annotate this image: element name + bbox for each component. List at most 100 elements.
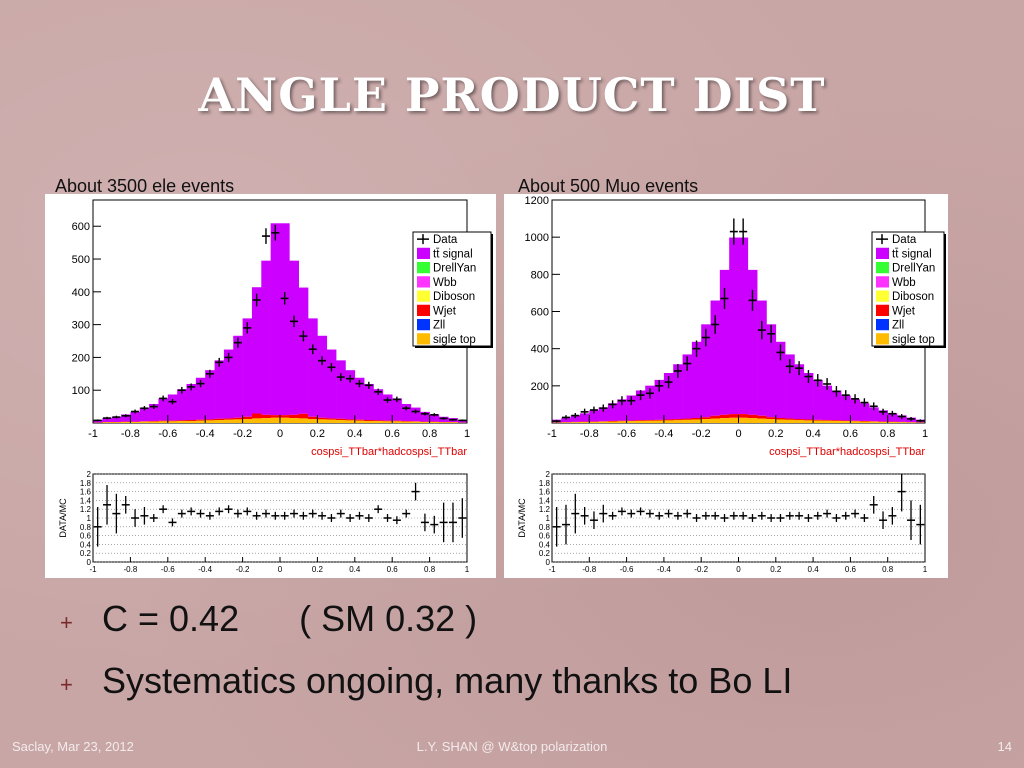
ratio-x-tick-label: 0.4	[349, 565, 361, 574]
sigletop-bar	[719, 418, 730, 423]
signal-bar	[317, 335, 328, 418]
x-tick-label: -0.4	[196, 428, 215, 440]
ratio-y-axis-label: DATA/MC	[58, 498, 68, 538]
wjet-bar	[859, 420, 870, 422]
sigletop-bar	[149, 421, 159, 423]
bullet-marker: +	[60, 672, 73, 697]
signal-bar	[869, 407, 879, 422]
signal-bar	[822, 385, 833, 421]
x-tick-label: 0.8	[880, 428, 895, 440]
sigletop-bar	[710, 418, 721, 423]
bullet-text: C = 0.42 ( SM 0.32 )	[102, 598, 478, 639]
ratio-x-tick-label: 0.8	[882, 565, 894, 574]
signal-bar	[270, 223, 281, 416]
wjet-bar	[289, 414, 299, 419]
wjet-bar	[794, 419, 805, 421]
signal-bar	[729, 237, 739, 415]
ratio-x-tick-label: -0.8	[582, 565, 596, 574]
sigletop-bar	[785, 419, 795, 423]
wjet-bar	[626, 420, 637, 422]
signal-bar	[93, 420, 103, 423]
signal-bar	[878, 410, 888, 422]
x-tick-label: 1	[464, 428, 470, 440]
x-tick-label: 0.4	[347, 428, 362, 440]
sigletop-bar	[766, 419, 777, 423]
wjet-bar	[223, 418, 234, 420]
signal-bar	[280, 223, 290, 416]
signal-bar	[336, 360, 346, 419]
y-tick-label: 400	[531, 344, 549, 356]
x-tick-label: -0.2	[692, 428, 711, 440]
sigletop-bar	[308, 419, 318, 423]
ratio-y-tick-label: 0.2	[80, 549, 92, 558]
sigletop-bar	[223, 419, 234, 423]
sigletop-bar	[850, 421, 861, 423]
wjet-bar	[280, 415, 290, 418]
wjet-bar	[392, 420, 402, 422]
y-tick-label: 100	[72, 385, 90, 397]
signal-bar	[785, 354, 795, 419]
sigletop-bar	[289, 418, 299, 423]
signal-bar	[887, 413, 898, 422]
sigletop-bar	[270, 417, 281, 423]
legend-swatch	[417, 276, 430, 288]
wjet-bar	[841, 420, 851, 422]
sigletop-bar	[757, 418, 767, 423]
ratio-x-tick-label: 1	[923, 565, 928, 574]
y-tick-label: 1200	[525, 195, 549, 207]
signal-bar	[205, 370, 215, 420]
x-tick-label: -0.2	[233, 428, 252, 440]
sigletop-bar	[626, 421, 637, 423]
bullet-item-systematics: + Systematics ongoing, many thanks to Bo…	[60, 660, 1000, 722]
sigletop-bar	[859, 421, 870, 423]
x-axis-label: cospsi_TTbar*hadcospsi_TTbar	[311, 446, 467, 458]
ratio-x-tick-label: -0.4	[198, 565, 212, 574]
legend-swatch	[876, 262, 889, 274]
legend-swatch	[417, 247, 430, 259]
signal-bar	[701, 324, 711, 418]
sigletop-bar	[906, 422, 916, 423]
signal-bar	[121, 414, 131, 422]
ratio-y-tick-label: 0	[546, 558, 551, 567]
signal-bar	[813, 379, 823, 420]
sigletop-bar	[205, 420, 215, 423]
signal-bar	[392, 398, 402, 421]
sigletop-bar	[298, 418, 309, 423]
y-tick-label: 600	[531, 307, 549, 319]
ratio-x-tick-label: -0.6	[161, 565, 175, 574]
ratio-y-axis-label: DATA/MC	[517, 498, 527, 538]
sigletop-bar	[429, 422, 440, 423]
sigletop-bar	[813, 420, 823, 423]
wjet-bar	[158, 420, 169, 422]
wjet-bar	[729, 414, 739, 418]
bullet-list: + C = 0.42 ( SM 0.32 ) + Systematics ong…	[60, 598, 1000, 722]
sigletop-bar	[233, 419, 243, 423]
ratio-y-tick-label: 1.6	[539, 488, 551, 497]
ratio-x-tick-label: -1	[89, 565, 97, 574]
signal-bar	[177, 389, 187, 421]
wjet-bar	[701, 417, 711, 420]
ratio-y-tick-label: 1.6	[80, 488, 92, 497]
sigletop-bar	[420, 422, 430, 423]
wjet-bar	[298, 413, 309, 419]
sigletop-bar	[364, 421, 374, 423]
sigletop-bar	[803, 420, 814, 423]
wjet-bar	[663, 419, 674, 421]
sigletop-bar	[691, 419, 702, 423]
sigletop-bar	[177, 421, 187, 423]
left-chart-caption: About 3500 ele events	[55, 176, 235, 196]
sigletop-bar	[645, 420, 655, 423]
x-tick-label: 0.6	[843, 428, 858, 440]
signal-bar	[589, 410, 599, 422]
wjet-bar	[308, 416, 318, 420]
legend-label: Diboson	[433, 291, 475, 303]
sigletop-bar	[794, 420, 805, 423]
ratio-y-tick-label: 1.2	[80, 505, 92, 514]
ratio-x-tick-label: -0.8	[124, 565, 138, 574]
sigletop-bar	[261, 418, 271, 423]
legend-label: Diboson	[892, 291, 934, 303]
wjet-bar	[186, 420, 197, 422]
ratio-x-tick-label: 1	[465, 565, 470, 574]
wjet-bar	[354, 419, 365, 421]
legend-swatch	[876, 333, 889, 345]
